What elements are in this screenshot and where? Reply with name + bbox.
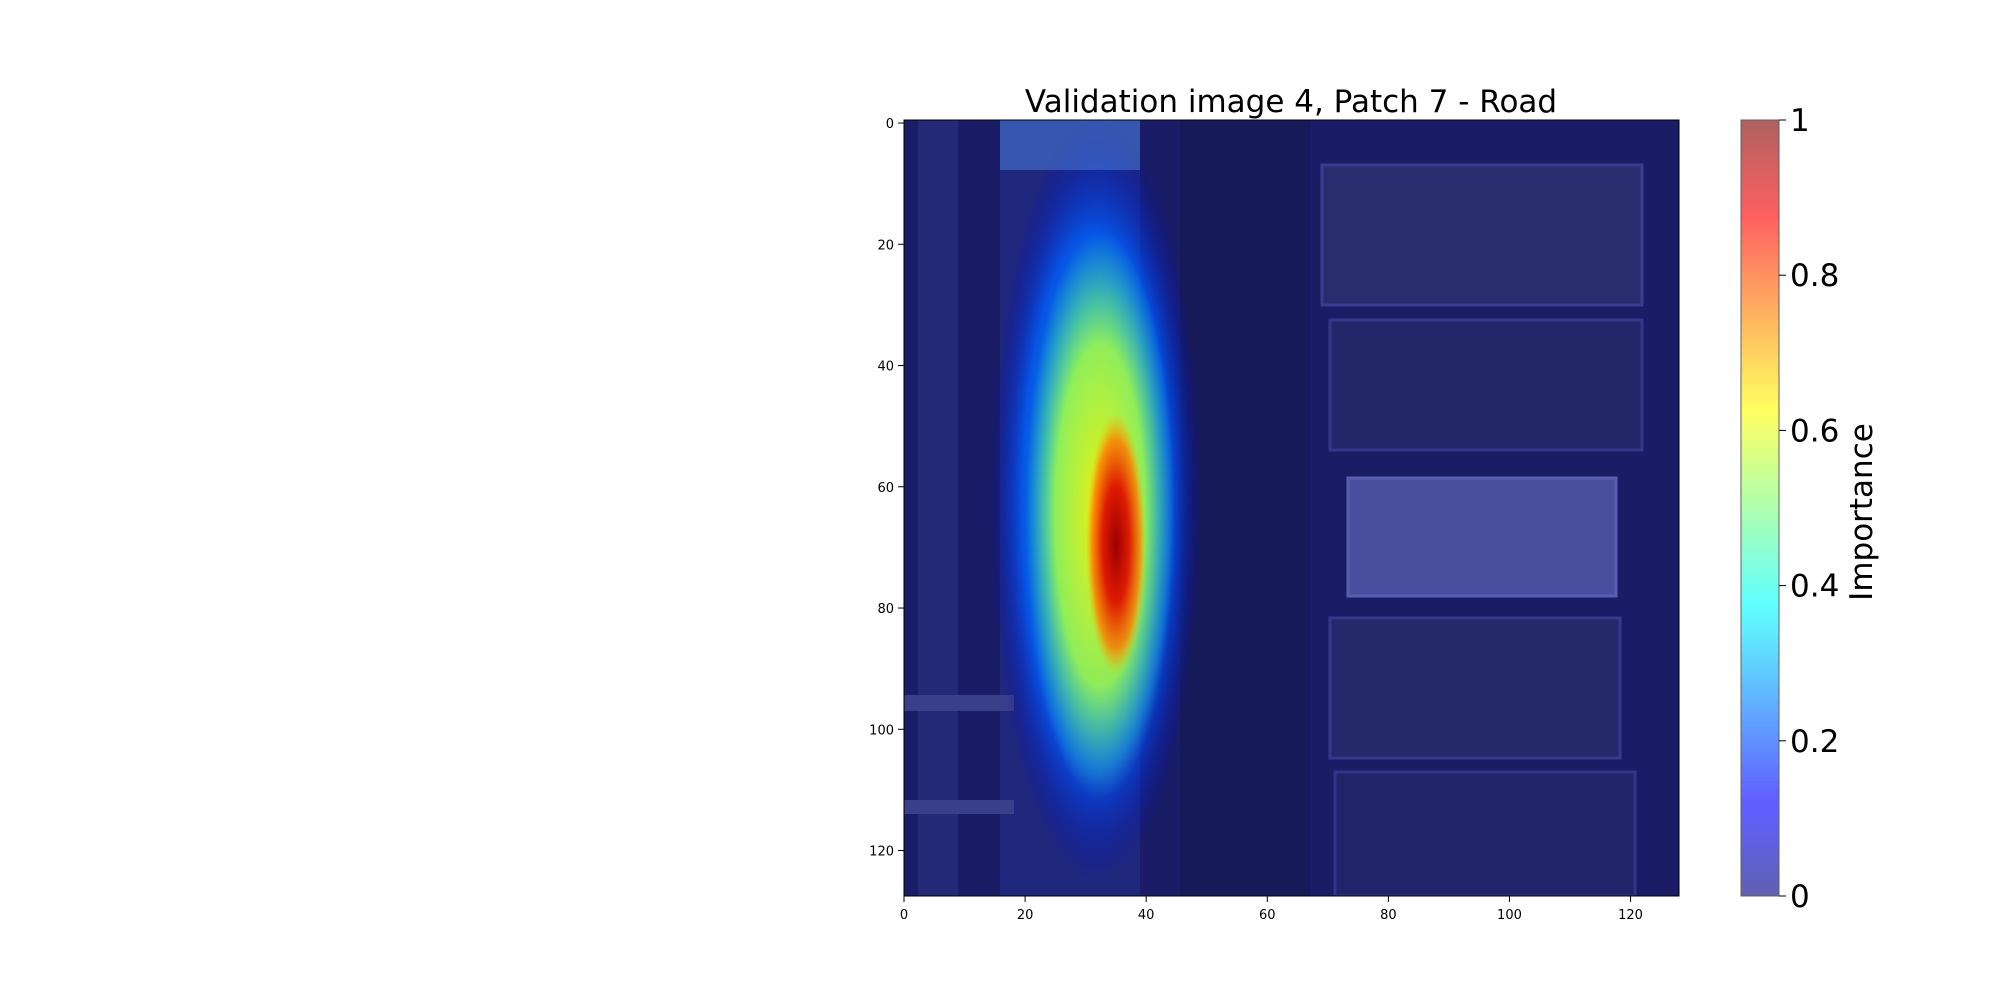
y-tick-label: 40 <box>877 360 894 375</box>
sidewalk-strip <box>918 120 958 896</box>
house-roof <box>1328 616 1622 760</box>
x-tick-label: 100 <box>1497 908 1522 923</box>
colorbar-tick-label: 0.8 <box>1790 258 1839 294</box>
image-frame <box>903 119 1680 897</box>
house-roof <box>1333 770 1637 896</box>
colorbar-tick-label: 0.2 <box>1790 724 1839 760</box>
heatmap-image <box>904 120 1679 896</box>
colorbar-tick-label: 0.6 <box>1790 413 1839 449</box>
y-axis: 0 20 40 60 80 100 120 <box>869 117 904 860</box>
colorbar-label: Importance <box>1844 423 1880 601</box>
x-tick-label: 80 <box>1380 908 1397 923</box>
colorbar-tick-label: 1 <box>1790 103 1810 139</box>
x-tick-label: 60 <box>1259 908 1276 923</box>
heat-region-high <box>1086 413 1146 676</box>
x-tick-label: 20 <box>1017 908 1034 923</box>
colorbar-ticks: 0 0.2 0.4 0.6 0.8 1 <box>1779 103 1839 915</box>
colorbar-tick-label: 0.4 <box>1790 569 1839 605</box>
driveway <box>904 800 1014 814</box>
house-roof <box>1320 163 1644 307</box>
y-tick-label: 20 <box>877 238 894 253</box>
y-tick-label: 120 <box>869 845 894 860</box>
x-axis: 0 20 40 60 80 100 120 <box>900 896 1643 923</box>
house-roof <box>1346 476 1618 598</box>
top-band <box>1000 120 1140 170</box>
x-tick-label: 0 <box>900 908 908 923</box>
y-tick-label: 80 <box>877 602 894 617</box>
y-tick-label: 0 <box>886 117 894 132</box>
colorbar <box>1740 119 1780 897</box>
y-tick-label: 60 <box>877 481 894 496</box>
house-roof <box>1328 318 1644 452</box>
y-tick-label: 100 <box>869 723 894 738</box>
chart-title: Validation image 4, Patch 7 - Road <box>1025 84 1557 120</box>
x-tick-label: 40 <box>1138 908 1155 923</box>
x-tick-label: 120 <box>1618 908 1643 923</box>
colorbar-tick-label: 0 <box>1790 879 1810 915</box>
driveway <box>904 695 1014 711</box>
